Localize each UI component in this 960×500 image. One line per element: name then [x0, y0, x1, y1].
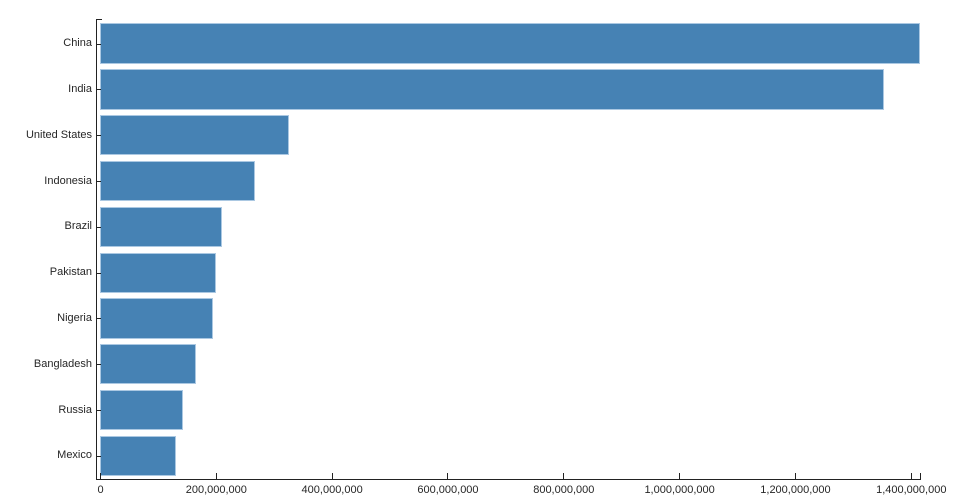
y-tick-united-states [95, 135, 101, 136]
x-tick-800000000 [563, 473, 565, 479]
y-axis-label-nigeria: Nigeria [57, 311, 92, 324]
y-axis-line [95, 19, 97, 480]
bar-brazil [100, 206, 222, 247]
bar-mexico [100, 435, 176, 477]
bar-nigeria [100, 298, 213, 339]
x-axis-tick-label-0: 0 [97, 484, 104, 496]
bar-russia [100, 389, 183, 431]
y-axis-label-bangladesh: Bangladesh [33, 357, 92, 370]
y-axis-end-tick [95, 19, 102, 20]
x-axis-tick-label-1200000000: 1,200,000,000 [760, 484, 831, 496]
y-tick-nigeria [95, 318, 101, 319]
bar-pakistan [100, 252, 216, 293]
bar-china [100, 23, 920, 64]
y-axis-label-indonesia: Indonesia [44, 174, 92, 187]
bar-united-states [100, 115, 289, 156]
bar-bangladesh [100, 344, 196, 385]
bar-indonesia [100, 160, 255, 202]
x-tick-0 [100, 473, 101, 479]
x-tick-1200000000 [794, 473, 796, 479]
x-tick-400000000 [331, 473, 333, 479]
x-axis-tick-label-400000000: 400,000,000 [301, 484, 363, 496]
y-axis-label-brazil: Brazil [64, 220, 92, 233]
y-axis-label-united-states: United States [25, 128, 92, 141]
y-tick-mexico [95, 456, 101, 457]
y-tick-brazil [95, 227, 101, 228]
bar-india [100, 69, 884, 110]
x-axis-tick-label-200000000: 200,000,000 [185, 484, 247, 496]
y-tick-bangladesh [95, 364, 101, 365]
y-tick-china [95, 44, 101, 45]
y-axis-label-russia: Russia [58, 403, 92, 416]
y-axis-label-mexico: Mexico [57, 449, 92, 462]
y-tick-indonesia [95, 181, 101, 182]
x-tick-1400000000 [910, 473, 912, 479]
x-tick-600000000 [447, 473, 449, 479]
x-axis-tick-label-1000000000: 1,000,000,000 [644, 484, 715, 496]
y-axis-label-china: China [63, 37, 92, 50]
x-axis-end-tick [919, 473, 921, 479]
x-axis-tick-label-800000000: 800,000,000 [533, 484, 595, 496]
y-axis-label-india: India [68, 82, 92, 95]
x-tick-200000000 [215, 473, 217, 479]
y-tick-pakistan [95, 273, 101, 274]
y-tick-russia [95, 410, 101, 411]
x-axis-tick-label-1400000000: 1,400,000,000 [876, 484, 947, 496]
x-axis-line [95, 479, 921, 480]
y-tick-india [95, 89, 101, 90]
y-axis-label-pakistan: Pakistan [49, 266, 92, 279]
x-axis-tick-label-600000000: 600,000,000 [417, 484, 479, 496]
x-tick-1000000000 [679, 473, 681, 479]
